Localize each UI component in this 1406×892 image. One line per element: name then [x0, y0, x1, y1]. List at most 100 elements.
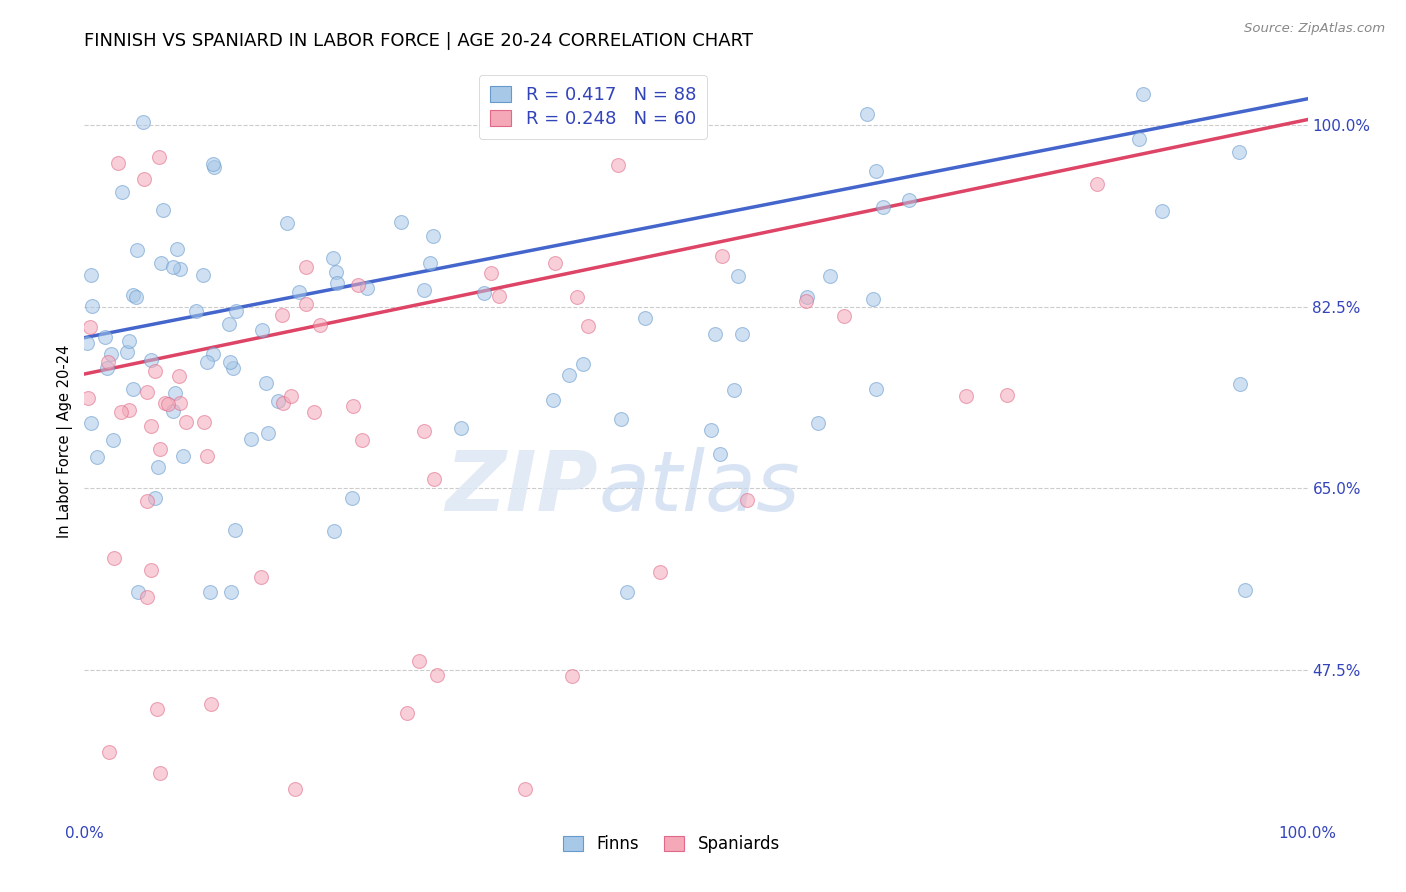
Point	[80, 268, 103, 282]
Point	[342, 399, 364, 413]
Point	[149, 442, 172, 457]
Point	[191, 268, 214, 282]
Point	[711, 250, 734, 264]
Point	[174, 415, 197, 429]
Point	[731, 326, 754, 341]
Point	[818, 268, 841, 283]
Point	[610, 412, 633, 426]
Y-axis label: In Labor Force | Age 20-24: In Labor Force | Age 20-24	[56, 345, 73, 538]
Point	[481, 267, 503, 281]
Point	[422, 229, 444, 244]
Point	[422, 472, 444, 486]
Point	[557, 368, 579, 383]
Point	[218, 355, 240, 369]
Point	[408, 654, 430, 668]
Point	[616, 585, 638, 599]
Point	[80, 417, 103, 431]
Point	[186, 304, 208, 318]
Point	[862, 292, 884, 306]
Point	[143, 491, 166, 505]
Point	[79, 319, 101, 334]
Point	[488, 289, 510, 303]
Point	[202, 160, 225, 174]
Point	[865, 164, 887, 178]
Point	[153, 396, 176, 410]
Point	[295, 297, 318, 311]
Point	[271, 309, 294, 323]
Legend: Finns, Spaniards: Finns, Spaniards	[555, 827, 789, 862]
Point	[1227, 145, 1250, 159]
Text: FINNISH VS SPANIARD IN LABOR FORCE | AGE 20-24 CORRELATION CHART: FINNISH VS SPANIARD IN LABOR FORCE | AGE…	[84, 32, 754, 50]
Point	[80, 299, 103, 313]
Point	[426, 667, 449, 681]
Point	[111, 185, 134, 199]
Point	[308, 318, 330, 332]
Point	[124, 290, 146, 304]
Point	[576, 319, 599, 334]
Point	[723, 383, 745, 397]
Point	[450, 421, 472, 435]
Point	[544, 256, 567, 270]
Point	[266, 394, 288, 409]
Point	[472, 285, 495, 300]
Point	[898, 193, 921, 207]
Point	[257, 425, 280, 440]
Point	[221, 585, 243, 599]
Point	[118, 403, 141, 417]
Point	[152, 202, 174, 217]
Point	[389, 215, 412, 229]
Point	[322, 524, 344, 538]
Point	[169, 261, 191, 276]
Point	[322, 251, 344, 265]
Point	[288, 285, 311, 300]
Text: atlas: atlas	[598, 447, 800, 527]
Point	[172, 449, 194, 463]
Point	[165, 386, 187, 401]
Point	[727, 269, 749, 284]
Point	[127, 585, 149, 599]
Point	[340, 491, 363, 506]
Point	[284, 782, 307, 797]
Point	[125, 243, 148, 257]
Point	[103, 551, 125, 566]
Point	[117, 345, 139, 359]
Point	[200, 697, 222, 711]
Point	[865, 383, 887, 397]
Point	[239, 433, 262, 447]
Point	[107, 156, 129, 170]
Point	[250, 570, 273, 584]
Point	[571, 357, 593, 371]
Point	[136, 591, 159, 605]
Point	[276, 215, 298, 229]
Point	[224, 523, 246, 537]
Point	[132, 114, 155, 128]
Point	[1128, 132, 1150, 146]
Point	[648, 565, 671, 579]
Point	[794, 293, 817, 308]
Point	[162, 404, 184, 418]
Point	[561, 668, 583, 682]
Point	[419, 256, 441, 270]
Point	[347, 277, 370, 292]
Point	[326, 277, 349, 291]
Point	[356, 281, 378, 295]
Point	[132, 172, 155, 186]
Point	[139, 353, 162, 368]
Point	[94, 330, 117, 344]
Point	[157, 397, 180, 411]
Point	[325, 264, 347, 278]
Point	[1132, 87, 1154, 101]
Point	[193, 415, 215, 429]
Point	[1229, 376, 1251, 391]
Point	[703, 327, 725, 342]
Point	[195, 354, 218, 368]
Point	[271, 396, 294, 410]
Point	[796, 290, 818, 304]
Point	[148, 150, 170, 164]
Point	[141, 563, 163, 577]
Point	[352, 433, 374, 447]
Point	[606, 158, 628, 172]
Point	[222, 361, 245, 376]
Point	[86, 450, 108, 465]
Point	[76, 335, 98, 350]
